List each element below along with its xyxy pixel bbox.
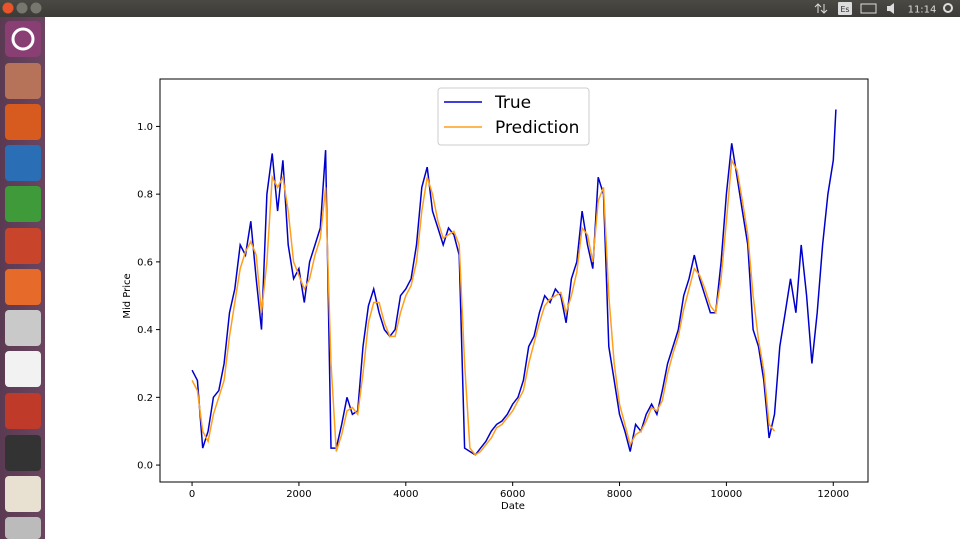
launcher xyxy=(0,17,45,539)
keyboard-indicator[interactable] xyxy=(838,2,852,15)
legend-label: True xyxy=(494,93,531,113)
chart: Date Mid Price 0 2000 4000 6000 8000 10000 120… xyxy=(122,78,869,512)
y-tick-label: 0.4 xyxy=(137,325,153,336)
y-tick-label: 0.8 xyxy=(137,190,153,201)
text-editor-app[interactable] xyxy=(5,310,41,346)
y-tick-label: 1.0 xyxy=(137,122,153,133)
clock[interactable]: 11:14 xyxy=(908,5,937,16)
app-icon[interactable] xyxy=(5,476,41,512)
writer-app[interactable] xyxy=(5,145,41,181)
y-axis-label: Mid Price xyxy=(122,273,133,318)
calc-app[interactable] xyxy=(5,186,41,222)
settings-app[interactable] xyxy=(5,393,41,429)
series-line xyxy=(191,157,776,456)
impress-app[interactable] xyxy=(5,228,41,264)
x-axis-label: Date xyxy=(501,501,525,512)
series-line xyxy=(191,109,837,456)
top-panel-icons: Es 11:14 xyxy=(2,2,953,16)
x-tick-label: 0 xyxy=(189,489,195,500)
volume-icon[interactable] xyxy=(887,3,894,14)
firefox-app[interactable] xyxy=(5,104,41,140)
amazon-app[interactable] xyxy=(5,351,41,387)
y-tick-label: 0.0 xyxy=(137,461,153,472)
maximize-button[interactable] xyxy=(30,2,42,14)
minimize-button[interactable] xyxy=(16,2,28,14)
ubuntu-logo xyxy=(11,27,35,51)
trash-app[interactable] xyxy=(5,517,41,539)
y-tick-label: 0.2 xyxy=(137,393,153,404)
y-tick-label: 0.6 xyxy=(137,257,153,268)
software-app[interactable] xyxy=(5,269,41,305)
x-tick-label: 4000 xyxy=(393,489,418,500)
close-button[interactable] xyxy=(2,2,14,14)
launcher-icons xyxy=(5,21,41,539)
files-app[interactable] xyxy=(5,63,41,99)
keyboard-layout: Es xyxy=(840,5,849,14)
top-panel: Es 11:14 xyxy=(0,0,960,17)
x-tick-label: 12000 xyxy=(817,489,849,500)
plot-frame xyxy=(159,78,869,483)
x-tick-label: 6000 xyxy=(500,489,525,500)
x-tick-label: 10000 xyxy=(710,489,742,500)
dash-button[interactable] xyxy=(5,21,41,57)
network-icon[interactable] xyxy=(814,3,828,14)
x-tick-label: 8000 xyxy=(607,489,632,500)
settings-icon[interactable] xyxy=(943,3,953,13)
x-tick-label: 2000 xyxy=(286,489,311,500)
terminal-app[interactable] xyxy=(5,435,41,471)
legend-label: Prediction xyxy=(495,118,579,138)
battery-icon[interactable] xyxy=(860,3,877,14)
